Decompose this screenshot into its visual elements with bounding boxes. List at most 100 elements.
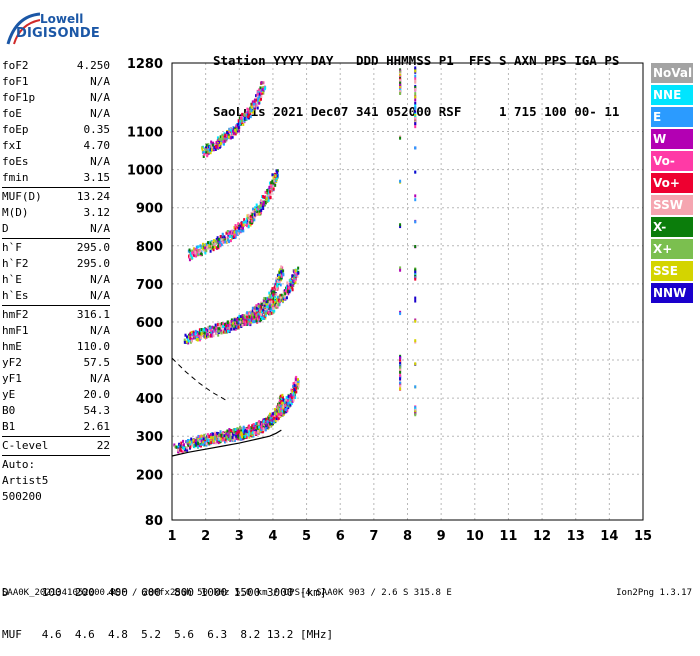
echo-point — [293, 391, 296, 395]
echo-point — [201, 333, 204, 337]
echo-point — [219, 241, 222, 245]
echo-point — [414, 74, 417, 78]
echo-point — [207, 241, 210, 245]
echo-point — [291, 274, 294, 278]
echo-point — [275, 416, 278, 420]
echo-point — [274, 295, 277, 299]
legend-item: NNW — [651, 283, 693, 303]
echo-point — [227, 434, 230, 438]
echo-point — [290, 399, 293, 403]
echo-point — [278, 399, 281, 403]
echo-point — [283, 410, 286, 414]
x-tick-label: 10 — [466, 529, 484, 544]
echo-point — [260, 302, 263, 306]
param-label: foF2 — [2, 59, 29, 72]
echo-point — [200, 250, 203, 254]
echo-point — [210, 142, 213, 146]
echo-point — [414, 408, 417, 412]
echo-point — [240, 223, 243, 227]
logo-digisonde: DIGISONDE — [16, 26, 100, 41]
echo-point — [225, 240, 228, 244]
echo-point — [273, 293, 276, 297]
echo-point — [180, 449, 183, 453]
echo-point — [192, 438, 195, 442]
echo-point — [199, 440, 202, 444]
x-tick-label: 15 — [634, 529, 652, 544]
echo-point — [291, 286, 294, 290]
echo-point — [178, 442, 181, 446]
echo-point — [251, 424, 254, 428]
echo-point — [283, 294, 286, 298]
echo-point — [289, 282, 292, 286]
echo-point — [234, 428, 237, 432]
echo-point — [233, 230, 236, 234]
echo-point — [194, 332, 197, 336]
echo-point — [245, 427, 248, 431]
echo-point — [210, 436, 213, 440]
echo-point — [259, 86, 262, 90]
echo-point — [257, 207, 260, 211]
echo-point — [290, 401, 293, 405]
echo-point — [202, 440, 205, 444]
echo-point — [271, 414, 274, 418]
echo-point — [218, 143, 221, 147]
echo-point — [414, 170, 417, 174]
param-row: h`F 295.0 — [2, 240, 110, 256]
param-label: fmin — [2, 171, 29, 184]
echo-point — [239, 435, 242, 439]
echo-point — [288, 286, 291, 290]
echo-point — [260, 318, 263, 322]
echo-point — [246, 107, 249, 111]
echo-point — [218, 433, 221, 437]
echo-point — [226, 240, 229, 244]
chart-grid — [171, 62, 644, 521]
echo-point — [244, 116, 247, 120]
param-separator — [2, 187, 110, 188]
scaled-parameters-panel: foF2 4.250 foF1 N/A foF1p N/A foE N/A foEp 0.35 fx… — [2, 58, 110, 505]
echo-point — [242, 226, 245, 230]
echo-point — [256, 92, 259, 96]
echo-point — [202, 330, 205, 334]
echo-point — [414, 98, 417, 102]
echo-point — [266, 420, 269, 424]
echo-point — [228, 232, 231, 236]
echo-point — [250, 105, 253, 109]
echo-point — [225, 435, 228, 439]
echo-point — [293, 270, 296, 274]
echo-point — [217, 441, 220, 445]
echo-point — [232, 324, 235, 328]
muf-distance-table: D 100 200 400 600 800 1000 1500 3000 [km… — [2, 558, 333, 656]
echo-point — [291, 288, 294, 292]
echo-point — [187, 341, 190, 345]
echo-point — [289, 403, 292, 407]
legend-item: SSE — [651, 261, 693, 281]
echo-point — [234, 236, 237, 240]
echo-point — [284, 405, 287, 409]
echo-point — [295, 273, 298, 277]
echo-point — [275, 414, 278, 418]
echo-point — [272, 297, 275, 301]
echo-point — [290, 278, 293, 282]
echo-point — [212, 436, 215, 440]
echo-point — [266, 196, 269, 200]
echo-point — [251, 431, 254, 435]
param-row: yF1 N/A — [2, 371, 110, 387]
echo-point — [253, 213, 256, 217]
echo-point — [203, 441, 206, 445]
echo-point — [199, 444, 202, 448]
echo-point — [251, 313, 254, 317]
echo-point — [264, 86, 267, 90]
echo-point — [278, 270, 281, 274]
echo-point — [248, 218, 251, 222]
echo-point — [191, 251, 194, 255]
echo-point — [291, 399, 294, 403]
echo-point — [216, 236, 219, 240]
echo-point — [399, 179, 402, 183]
echo-point — [201, 246, 204, 250]
param-separator — [2, 238, 110, 239]
echo-point — [275, 306, 278, 310]
legend-item: E — [651, 107, 693, 127]
echo-point — [239, 322, 242, 326]
echo-point — [261, 86, 264, 90]
echo-point — [294, 381, 297, 385]
